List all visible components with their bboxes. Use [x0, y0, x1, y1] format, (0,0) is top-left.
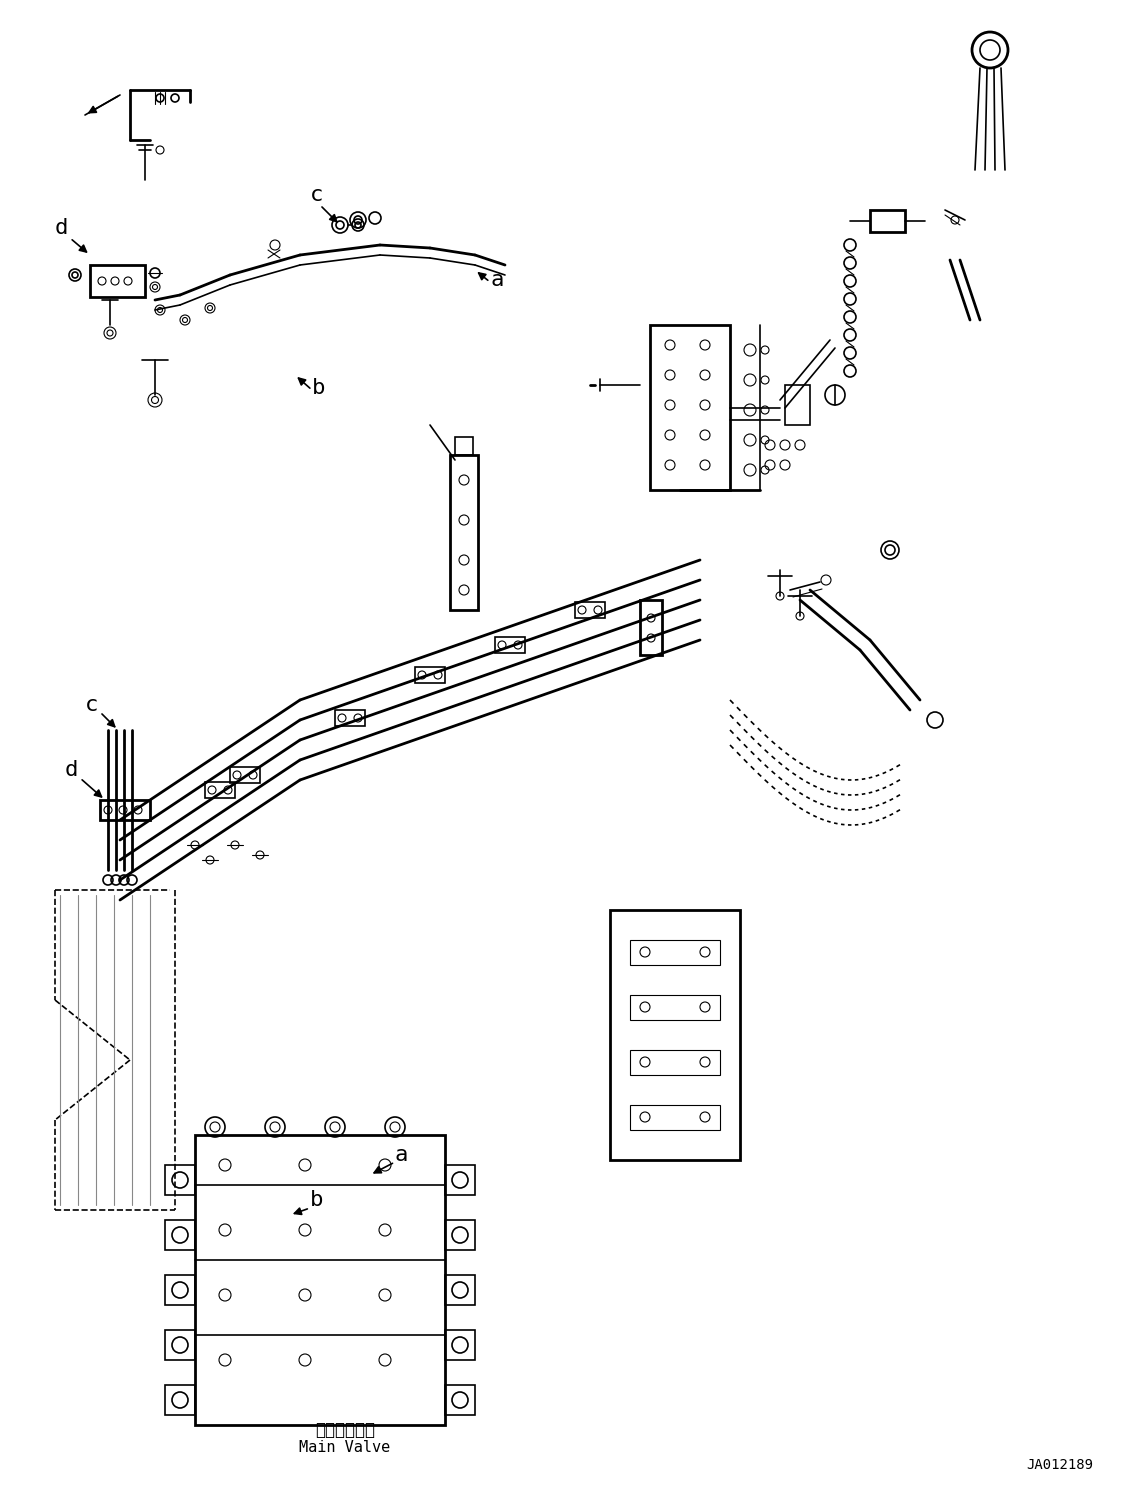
- Text: b: b: [312, 379, 326, 398]
- Bar: [495, 637, 525, 653]
- Bar: [445, 1330, 475, 1360]
- Bar: [165, 1164, 195, 1194]
- Text: a: a: [395, 1145, 409, 1164]
- Bar: [445, 1275, 475, 1305]
- Bar: [445, 1220, 475, 1249]
- Bar: [630, 1050, 720, 1075]
- Bar: [195, 1135, 445, 1425]
- Bar: [630, 994, 720, 1020]
- Text: c: c: [310, 185, 323, 204]
- Text: JA012189: JA012189: [1026, 1458, 1093, 1472]
- Bar: [611, 910, 740, 1160]
- Bar: [415, 666, 445, 683]
- Bar: [165, 1385, 195, 1415]
- Text: a: a: [490, 270, 503, 291]
- Text: Main Valve: Main Valve: [300, 1440, 391, 1455]
- Bar: [450, 455, 478, 610]
- Text: c: c: [85, 695, 98, 716]
- Bar: [870, 210, 906, 233]
- Text: d: d: [65, 760, 79, 780]
- Bar: [785, 385, 810, 425]
- Bar: [205, 781, 235, 798]
- Bar: [335, 710, 364, 726]
- Bar: [445, 1385, 475, 1415]
- Bar: [165, 1220, 195, 1249]
- Bar: [630, 1105, 720, 1130]
- Bar: [165, 1275, 195, 1305]
- Bar: [165, 1330, 195, 1360]
- Text: d: d: [55, 218, 68, 239]
- Bar: [575, 602, 605, 617]
- Bar: [445, 1164, 475, 1194]
- Bar: [640, 599, 662, 655]
- Bar: [454, 437, 473, 455]
- Text: メインバルブ: メインバルブ: [316, 1421, 375, 1439]
- Bar: [230, 766, 260, 783]
- Text: b: b: [310, 1190, 323, 1211]
- Bar: [90, 265, 145, 297]
- Bar: [630, 939, 720, 965]
- Bar: [100, 801, 150, 820]
- Bar: [650, 325, 730, 491]
